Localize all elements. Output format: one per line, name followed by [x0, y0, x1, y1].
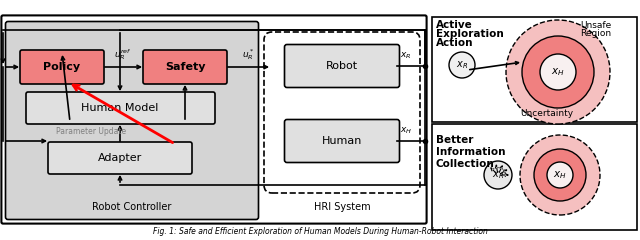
Text: Action: Action [436, 38, 474, 48]
FancyBboxPatch shape [26, 92, 215, 124]
Text: Uncertainty: Uncertainty [520, 109, 573, 119]
Text: $u_R^{ref}$: $u_R^{ref}$ [114, 47, 132, 62]
Text: Exploration: Exploration [436, 29, 504, 39]
Text: Parameter Update: Parameter Update [56, 126, 126, 136]
FancyBboxPatch shape [285, 120, 399, 162]
Circle shape [484, 161, 512, 189]
Text: Robot: Robot [326, 61, 358, 71]
Text: $u_R^*$: $u_R^*$ [242, 47, 254, 62]
Text: Human: Human [322, 136, 362, 146]
Text: $x_H$: $x_H$ [400, 126, 412, 136]
Circle shape [534, 149, 586, 201]
FancyBboxPatch shape [20, 50, 104, 84]
Bar [432, 17, 637, 122]
FancyBboxPatch shape [264, 32, 420, 193]
Text: $x_H$: $x_H$ [551, 66, 565, 78]
Text: Safety: Safety [164, 62, 205, 72]
Text: HRI System: HRI System [314, 202, 371, 212]
Circle shape [449, 52, 475, 78]
Text: $x_R$: $x_R$ [456, 59, 468, 71]
FancyBboxPatch shape [143, 50, 227, 84]
Text: Fig. 1: Safe and Efficient Exploration of Human Models During Human-Robot Intera: Fig. 1: Safe and Efficient Exploration o… [152, 227, 488, 236]
Bar [432, 124, 637, 230]
Circle shape [540, 54, 576, 90]
Text: $x_R$: $x_R$ [492, 169, 504, 181]
Circle shape [506, 20, 610, 124]
FancyBboxPatch shape [48, 142, 192, 174]
FancyBboxPatch shape [1, 15, 427, 224]
Text: $x_H$: $x_H$ [553, 169, 567, 181]
FancyBboxPatch shape [6, 22, 259, 220]
Text: Region: Region [580, 30, 611, 38]
Circle shape [547, 162, 573, 188]
Text: Collection: Collection [436, 159, 495, 169]
Text: Policy: Policy [44, 62, 81, 72]
FancyBboxPatch shape [285, 44, 399, 88]
Text: Better: Better [436, 135, 474, 145]
Circle shape [522, 36, 594, 108]
Text: $x_R$: $x_R$ [400, 50, 412, 61]
Text: Unsafe: Unsafe [580, 20, 611, 30]
Text: Adapter: Adapter [98, 153, 142, 163]
Text: Robot Controller: Robot Controller [92, 202, 172, 212]
Text: Information: Information [436, 147, 506, 157]
Text: Human Model: Human Model [81, 103, 159, 113]
Text: Active: Active [436, 20, 473, 30]
Circle shape [520, 135, 600, 215]
